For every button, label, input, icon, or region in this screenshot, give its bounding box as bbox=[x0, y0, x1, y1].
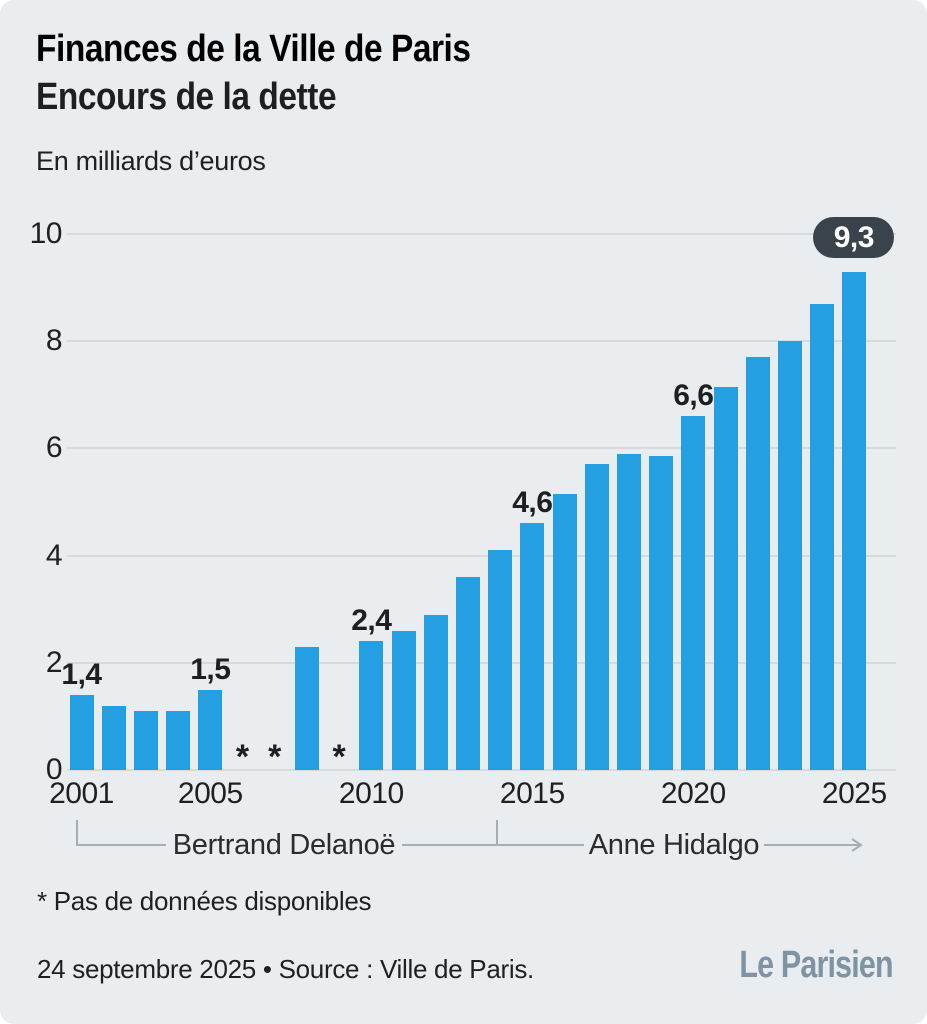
y-axis-label-6: 6 bbox=[45, 431, 63, 465]
bar-2019 bbox=[649, 456, 674, 770]
unit-label: En milliards d’euros bbox=[36, 146, 266, 176]
timeline-line-segment bbox=[77, 844, 166, 846]
bar-2001 bbox=[69, 694, 94, 770]
bar-2011 bbox=[391, 630, 416, 770]
timeline-tick-delanoe bbox=[76, 820, 78, 846]
gridline-10 bbox=[67, 233, 896, 235]
bar-value-label-2010: 2,4 bbox=[351, 604, 392, 638]
bar-2022 bbox=[745, 357, 770, 770]
bar-2008 bbox=[294, 646, 319, 770]
y-axis-label-2: 2 bbox=[45, 645, 63, 679]
bar-2017 bbox=[584, 464, 609, 770]
bar-2018 bbox=[616, 453, 641, 770]
bar-value-label-2020: 6,6 bbox=[673, 379, 714, 413]
timeline-line-segment bbox=[402, 844, 496, 846]
footnote: * Pas de données disponibles bbox=[37, 886, 372, 916]
bar-2005 bbox=[198, 689, 223, 770]
gridline-0 bbox=[67, 769, 896, 771]
y-axis-label-8: 8 bbox=[45, 324, 63, 358]
bar-2014 bbox=[488, 550, 513, 770]
missing-data-marker-2006: * bbox=[235, 738, 250, 776]
missing-data-marker-2009: * bbox=[332, 738, 346, 776]
x-axis-label-2010: 2010 bbox=[338, 777, 404, 810]
timeline-line-segment bbox=[498, 844, 584, 846]
bar-2015 bbox=[520, 523, 545, 770]
bar-2021 bbox=[713, 386, 738, 770]
timeline-tick-hidalgo bbox=[496, 820, 498, 846]
bar-2003 bbox=[133, 711, 158, 770]
gridline-6 bbox=[67, 447, 896, 450]
x-axis-label-2015: 2015 bbox=[499, 777, 565, 810]
timeline-arrow-icon bbox=[764, 838, 863, 852]
bar-2002 bbox=[101, 705, 126, 770]
x-axis-label-2025: 2025 bbox=[821, 777, 887, 810]
bar-2010 bbox=[359, 641, 384, 770]
x-axis-label-2005: 2005 bbox=[177, 777, 243, 810]
gridline-2 bbox=[67, 661, 896, 664]
chart-kicker-title: Finances de la Ville de Paris bbox=[36, 28, 471, 70]
mayor-label-delanoe: Bertrand Delanoë bbox=[172, 829, 396, 861]
gridline-8 bbox=[67, 340, 896, 343]
y-axis-label-0: 0 bbox=[45, 753, 63, 786]
bar-2012 bbox=[423, 614, 448, 770]
bar-value-label-2005: 1,5 bbox=[190, 652, 231, 686]
source-line: 24 septembre 2025 • Source : Ville de Pa… bbox=[37, 954, 534, 984]
mayor-label-hidalgo: Anne Hidalgo bbox=[588, 829, 760, 861]
x-axis-label-2001: 2001 bbox=[49, 777, 114, 810]
y-axis-label-4: 4 bbox=[45, 538, 63, 572]
bar-2016 bbox=[552, 493, 577, 770]
bar-2025 bbox=[842, 271, 867, 770]
bar-value-label-2015: 4,6 bbox=[512, 486, 553, 520]
bar-2013 bbox=[455, 577, 480, 770]
bar-2020 bbox=[681, 416, 706, 770]
bar-2024 bbox=[810, 303, 835, 770]
bar-value-label-2001: 1,4 bbox=[61, 657, 102, 691]
y-axis-label-10: 10 bbox=[29, 217, 63, 250]
bar-2023 bbox=[777, 341, 802, 770]
bar-value-badge-2025: 9,3 bbox=[813, 217, 895, 258]
bar-2004 bbox=[166, 711, 191, 770]
x-axis-label-2020: 2020 bbox=[660, 777, 726, 810]
chart-subtitle: Encours de la dette bbox=[36, 76, 337, 118]
le-parisien-logo: Le Parisien bbox=[739, 944, 894, 986]
missing-data-marker-2007: * bbox=[268, 738, 282, 776]
gridline-4 bbox=[67, 554, 896, 557]
